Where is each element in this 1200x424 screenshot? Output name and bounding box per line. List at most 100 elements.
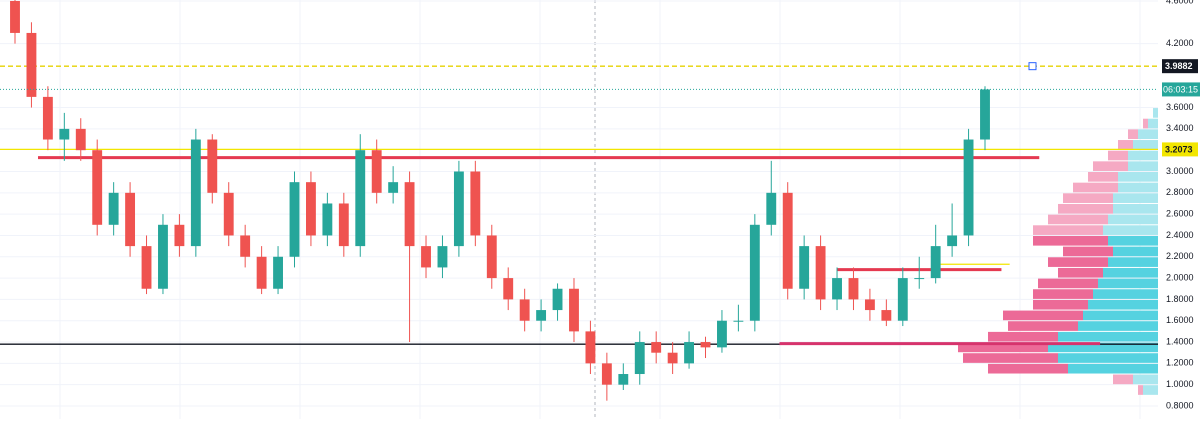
profile-up <box>1118 182 1158 193</box>
candle-body <box>667 352 678 364</box>
profile-down <box>1128 129 1138 140</box>
countdown-label: 06:03:15 <box>1163 84 1198 94</box>
profile-down <box>1058 203 1113 214</box>
profile-up <box>1143 385 1158 395</box>
profile-down <box>963 353 1058 363</box>
candle-body <box>223 192 234 236</box>
candle-body <box>519 299 530 321</box>
profile-up <box>1068 363 1158 374</box>
profile-up <box>1103 267 1158 278</box>
profile-down <box>1063 246 1113 257</box>
candle-body <box>158 224 168 289</box>
y-tick-label: 2.0000 <box>1166 272 1194 282</box>
y-tick-label: 1.0000 <box>1166 379 1194 389</box>
candle-body <box>700 342 711 348</box>
profile-up <box>1113 246 1158 257</box>
candle-body <box>980 89 990 140</box>
profile-down <box>1073 182 1118 193</box>
candle-body <box>733 320 744 322</box>
candle-body <box>75 128 86 151</box>
profile-down <box>1033 299 1088 310</box>
profile-down <box>1058 267 1103 278</box>
profile-down <box>1063 193 1113 203</box>
profile-down <box>1003 310 1083 321</box>
profile-up <box>1103 225 1158 235</box>
candle-body <box>782 192 793 289</box>
profile-up <box>1133 140 1158 150</box>
profile-up <box>1108 257 1158 267</box>
profile-down <box>1093 161 1128 172</box>
profile-up <box>1128 150 1158 161</box>
profile-up <box>1083 310 1158 321</box>
profile-up <box>1098 278 1158 289</box>
candle-body <box>207 139 218 193</box>
candle-body <box>799 246 810 289</box>
profile-up <box>1078 321 1158 331</box>
candle-body <box>388 182 399 193</box>
price-label: 3.9882 <box>1165 61 1193 71</box>
candle-body <box>717 320 727 348</box>
y-tick-label: 1.8000 <box>1166 294 1194 304</box>
candle-body <box>832 278 842 300</box>
price-label-box <box>1162 59 1198 74</box>
candle-body <box>10 0 20 33</box>
candle-body <box>651 342 662 353</box>
profile-down <box>1088 172 1118 182</box>
profile-down <box>1033 225 1103 235</box>
profile-up <box>1093 289 1158 299</box>
candle-body <box>92 150 103 225</box>
candle-body <box>108 192 119 225</box>
candle-body <box>125 192 136 247</box>
candle-body <box>371 150 382 193</box>
candle-body <box>42 96 53 140</box>
y-tick-label: 4.2000 <box>1166 38 1194 48</box>
candle-body <box>684 342 694 364</box>
candle-body <box>585 331 596 364</box>
candle-body <box>306 182 316 236</box>
candle-body <box>881 310 892 321</box>
y-tick-label: 3.0000 <box>1166 166 1194 176</box>
line-handle <box>1028 62 1037 71</box>
profile-up <box>1133 374 1158 385</box>
profile-down <box>1048 214 1108 225</box>
y-tick-label: 1.2000 <box>1166 358 1194 368</box>
candle-body <box>552 288 563 311</box>
profile-up <box>1118 172 1158 182</box>
candle-body <box>914 278 925 280</box>
candle-body <box>437 246 448 268</box>
profile-down <box>1048 257 1108 267</box>
profile-up <box>1128 161 1158 172</box>
y-tick-label: 0.8000 <box>1166 400 1194 410</box>
candle-body <box>453 171 464 247</box>
candle-body <box>355 150 366 247</box>
candle-body <box>174 224 185 247</box>
countdown-box <box>1162 82 1200 97</box>
y-tick-label: 4.6000 <box>1166 0 1194 5</box>
candle-body <box>273 256 283 289</box>
price-label-box <box>1162 142 1198 157</box>
candle-body <box>421 246 431 268</box>
candle-body <box>569 288 579 332</box>
candle-body <box>190 139 201 247</box>
candle-body <box>815 246 826 300</box>
profile-down <box>988 363 1068 374</box>
candle-body <box>141 246 152 289</box>
y-tick-label: 2.8000 <box>1166 187 1194 197</box>
candle-body <box>240 235 251 257</box>
candle-body <box>338 203 349 247</box>
profile-down <box>1033 235 1108 246</box>
y-tick-label: 3.6000 <box>1166 102 1194 112</box>
profile-up <box>1113 203 1158 214</box>
profile-down <box>1008 321 1078 331</box>
candle-body <box>601 363 612 385</box>
candle-body <box>503 278 514 300</box>
profile-up <box>1108 235 1158 246</box>
candle-body <box>749 224 760 321</box>
profile-up <box>1058 353 1158 363</box>
profile-up <box>1058 331 1158 342</box>
candle-body <box>59 128 70 140</box>
profile-up <box>1138 129 1158 140</box>
candle-body <box>634 342 645 375</box>
candle-body <box>897 278 908 321</box>
